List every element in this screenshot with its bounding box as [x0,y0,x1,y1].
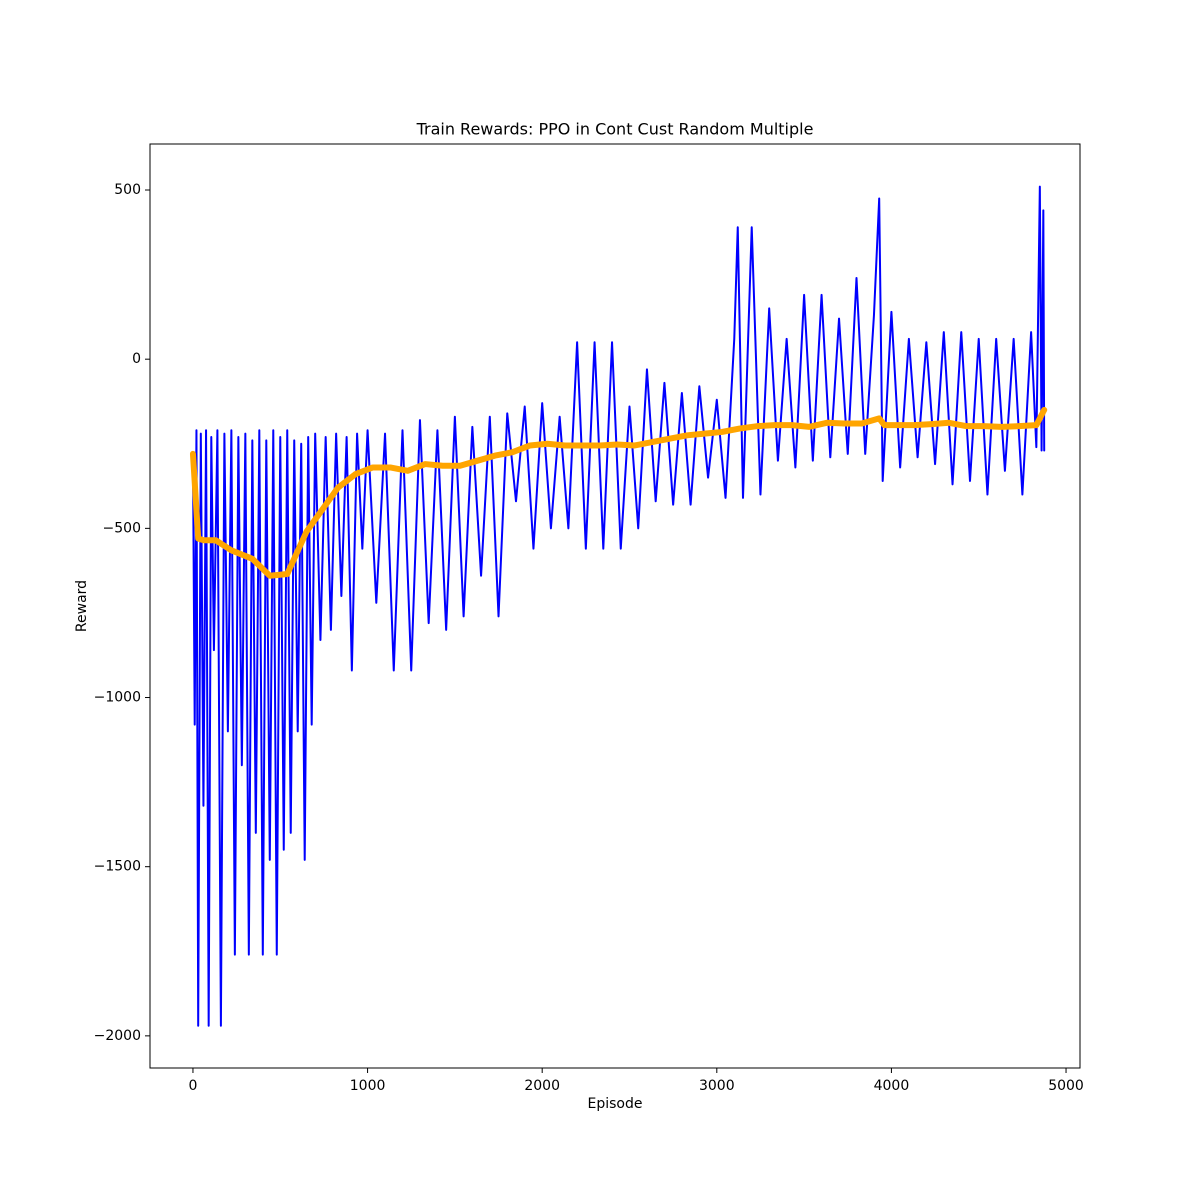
data-line [189,406,1048,579]
y-axis-label: Reward [74,580,90,632]
x-tick-label: 1000 [350,1078,386,1094]
data-line [191,185,1046,1027]
y-tick-label: −1000 [94,690,141,706]
x-tick-label: 5000 [1048,1078,1084,1094]
x-tick-label: 2000 [524,1078,560,1094]
y-tick-label: 0 [132,351,141,367]
x-tick-label: 3000 [699,1078,735,1094]
chart-title: Train Rewards: PPO in Cont Cust Random M… [416,120,814,139]
y-tick-label: 500 [114,182,141,198]
x-tick-label: 0 [188,1078,197,1094]
x-tick-label: 4000 [874,1078,910,1094]
plot-frame [149,143,1081,1069]
x-axis-label: Episode [588,1096,643,1112]
y-tick-label: −500 [103,520,141,536]
y-tick-label: −1500 [94,859,141,875]
y-tick-label: −2000 [94,1028,141,1044]
